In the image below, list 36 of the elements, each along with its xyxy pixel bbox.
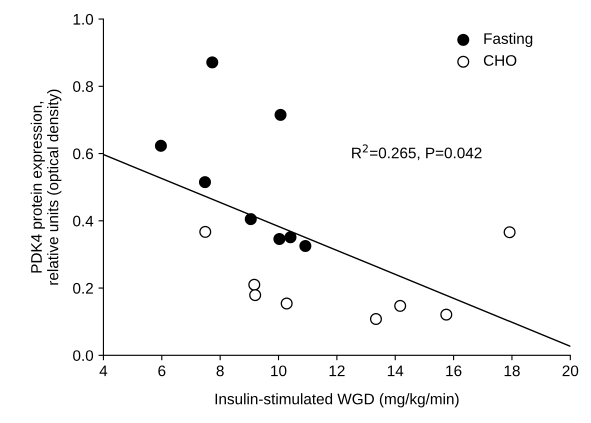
point [249, 289, 262, 302]
y-tick-label: 0.6 [73, 148, 94, 160]
point [206, 56, 218, 68]
y-tick-label: 1.0 [74, 14, 94, 25]
y-tick-label: 0.4 [73, 216, 94, 226]
point [370, 312, 382, 326]
point [299, 240, 312, 252]
x-tick-label: 20 [562, 365, 578, 376]
y-tick-label: 0.8 [73, 81, 94, 92]
y-tick-label: 0.0 [73, 350, 94, 362]
x-tick-label: 18 [504, 365, 520, 376]
point [274, 108, 287, 121]
point [198, 176, 211, 188]
x-tick-label: 12 [330, 365, 345, 376]
y-axis-title: PDK4 protein expression, relative units (optical density) [30, 90, 62, 285]
point [199, 226, 212, 238]
point [273, 232, 286, 245]
legend-label: Fasting [484, 32, 532, 48]
point [244, 213, 257, 226]
annotation: R$^{2}$=0.265, P=0.042 [352, 144, 482, 160]
point [284, 231, 296, 244]
point [248, 278, 260, 291]
point [154, 140, 167, 152]
x-tick-label: 10 [271, 365, 286, 376]
y-tick-label: 0.2 [73, 282, 93, 294]
x-tick-label: 4 [100, 366, 108, 376]
point [394, 300, 406, 312]
x-tick-label: 14 [388, 366, 404, 376]
x-axis-title: Insulin-stimulated WGD (mg/kg/min) [216, 393, 459, 408]
point [504, 226, 516, 238]
point [280, 298, 293, 310]
point [440, 308, 452, 321]
x-tick-label: 8 [216, 365, 224, 376]
x-tick-label: 6 [158, 365, 166, 376]
x-tick-label: 16 [446, 365, 462, 376]
legend-label: CHO [484, 55, 516, 66]
